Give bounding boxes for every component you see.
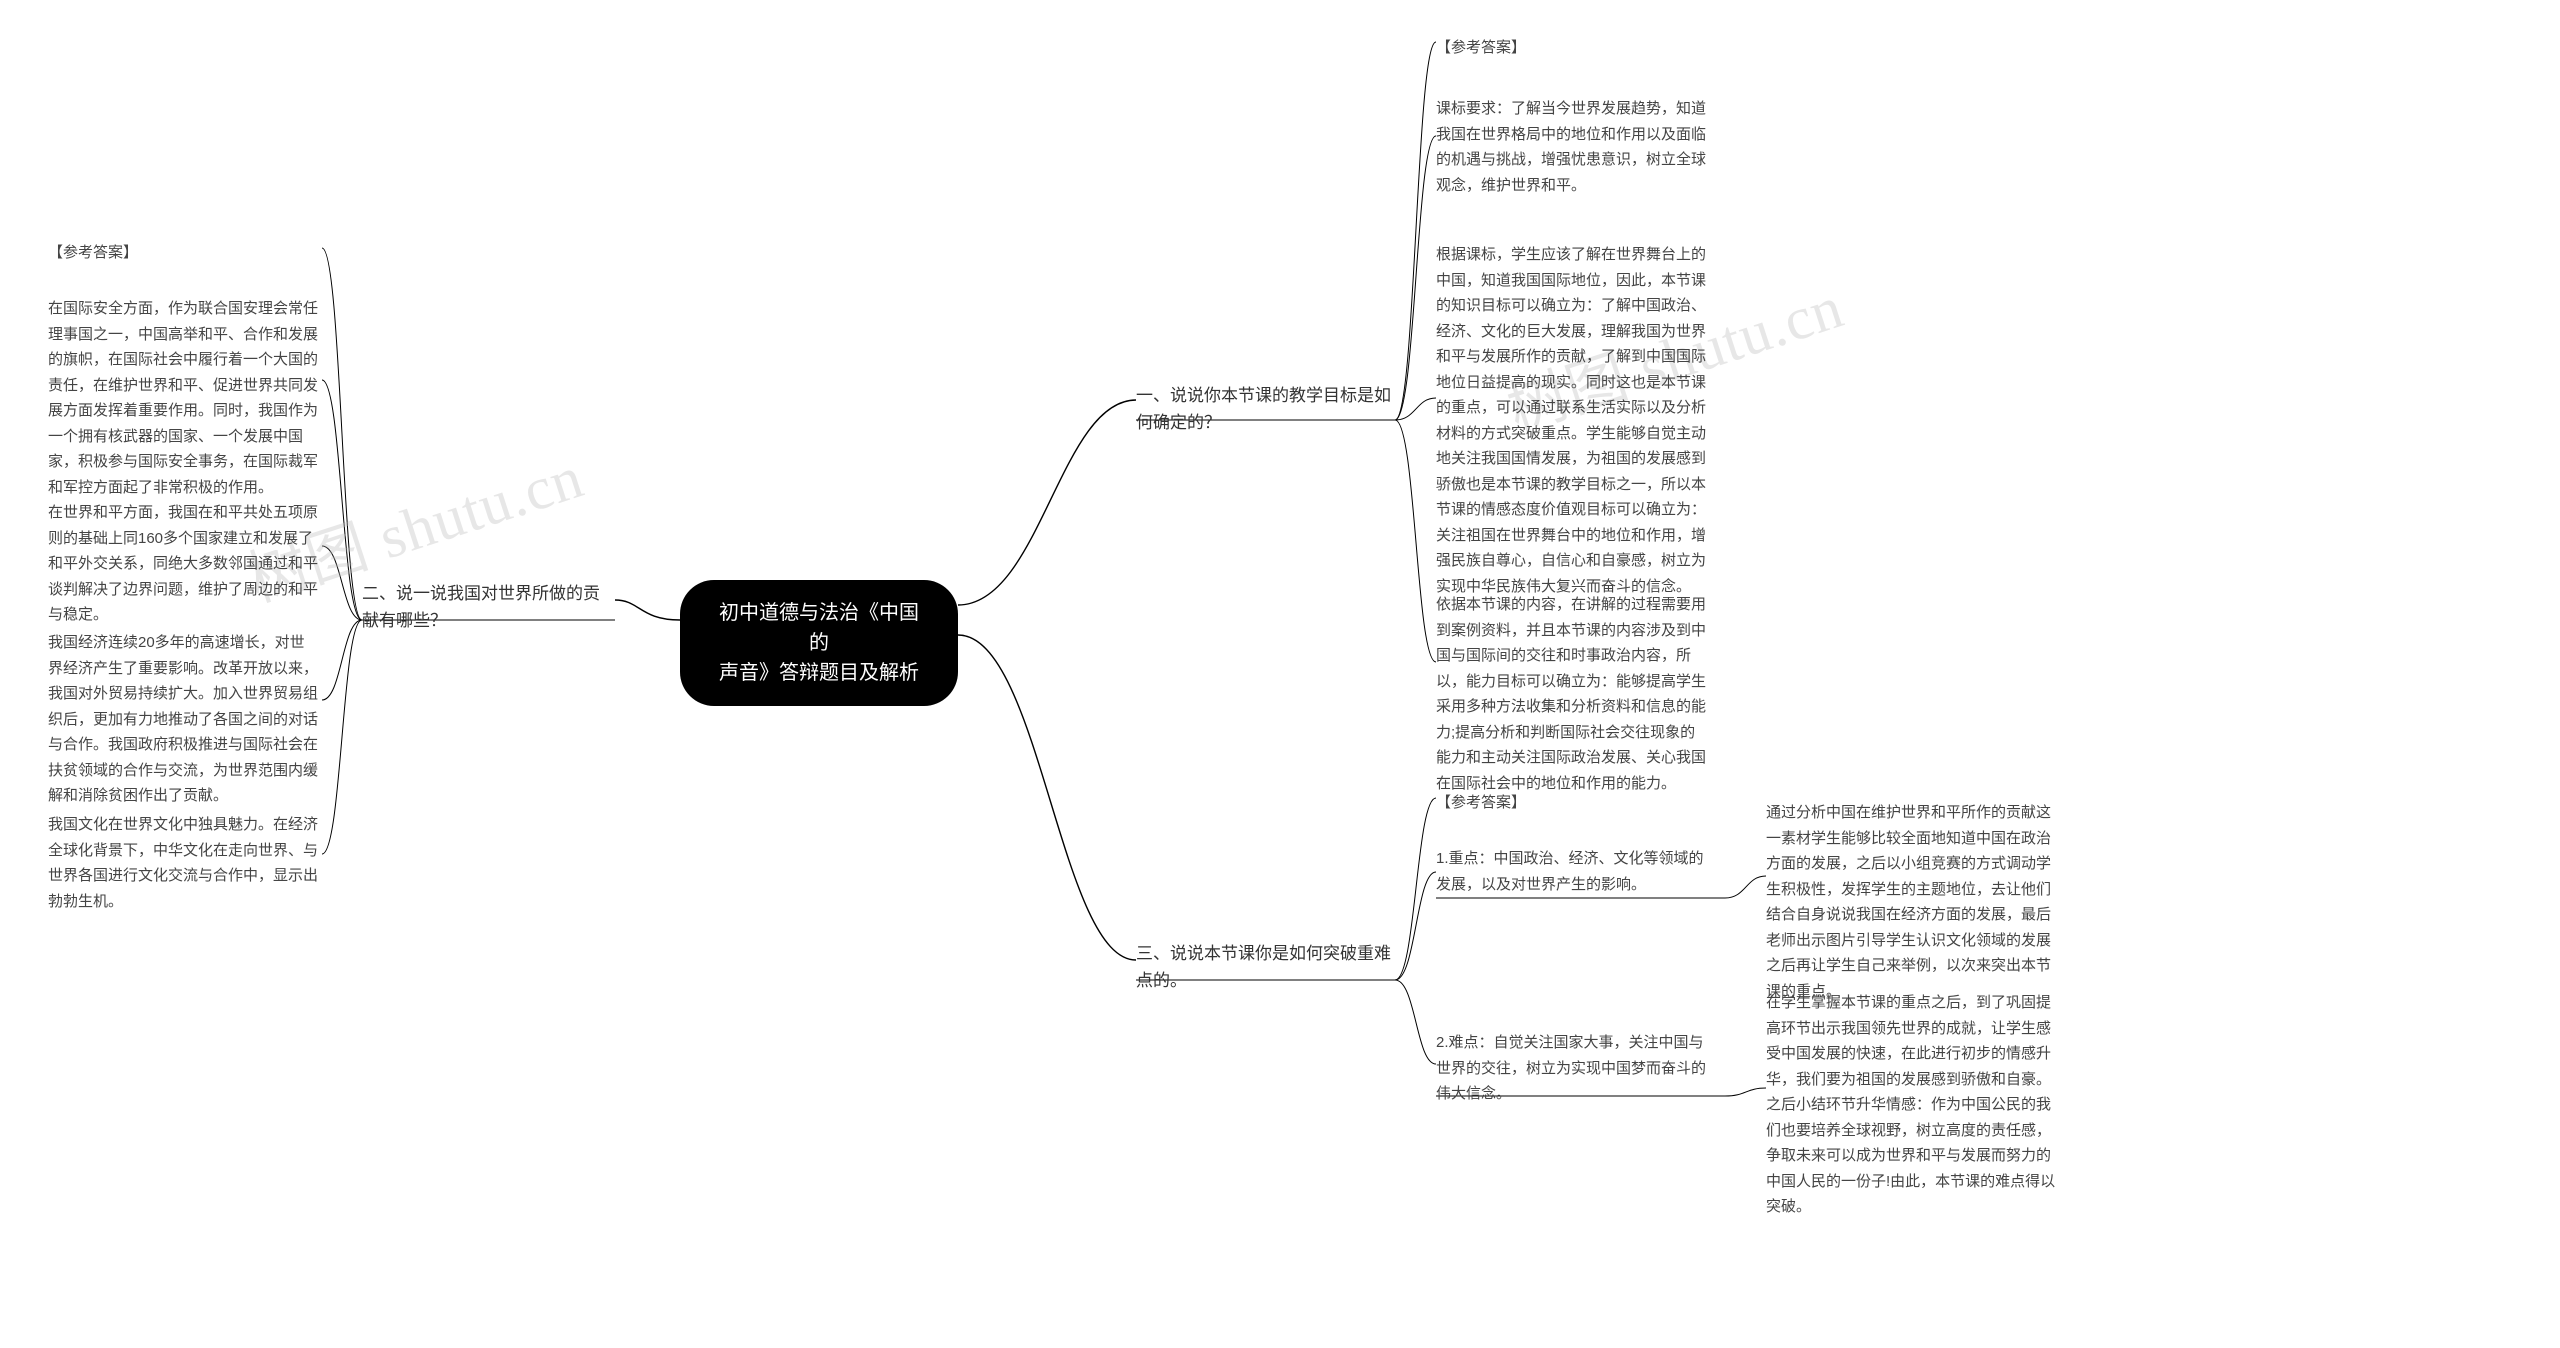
q1-p1: 课标要求：了解当今世界发展趋势，知道我国在世界格局中的地位和作用以及面临的机遇与… <box>1436 96 1706 198</box>
mindmap-root: 初中道德与法治《中国的 声音》答辩题目及解析 <box>680 580 958 706</box>
q1-p3: 依据本节课的内容，在讲解的过程需要用到案例资料，并且本节课的内容涉及到中国与国际… <box>1436 592 1706 796</box>
q3-s1: 1.重点：中国政治、经济、文化等领域的发展，以及对世界产生的影响。 <box>1436 846 1706 897</box>
q3-s2-detail: 在学生掌握本节课的重点之后，到了巩固提高环节出示我国领先世界的成就，让学生感受中… <box>1766 990 2056 1220</box>
q2-p1: 在国际安全方面，作为联合国安理会常任理事国之一，中国高举和平、合作和发展的旗帜，… <box>48 296 318 500</box>
q2-p3: 我国经济连续20多年的高速增长，对世界经济产生了重要影响。改革开放以来，我国对外… <box>48 630 318 809</box>
q3-s2: 2.难点：自觉关注国家大事，关注中国与世界的交往，树立为实现中国梦而奋斗的伟大信… <box>1436 1030 1706 1107</box>
q3-s1-detail: 通过分析中国在维护世界和平所作的贡献这一素材学生能够比较全面地知道中国在政治方面… <box>1766 800 2056 1004</box>
branch-q2: 二、说一说我国对世界所做的贡献有哪些？ <box>362 580 614 634</box>
connector-lines <box>0 0 2560 1348</box>
q2-p2: 在世界和平方面，我国在和平共处五项原则的基础上同160多个国家建立和发展了和平外… <box>48 500 318 628</box>
q3-answer: 【参考答案】 <box>1436 790 1706 816</box>
q1-answer: 【参考答案】 <box>1436 35 1706 61</box>
branch-q1: 一、说说你本节课的教学目标是如何确定的？ <box>1136 382 1394 436</box>
q2-answer: 【参考答案】 <box>48 240 318 266</box>
branch-q3: 三、说说本节课你是如何突破重难点的。 <box>1136 940 1394 994</box>
q1-p2: 根据课标，学生应该了解在世界舞台上的中国，知道我国国际地位，因此，本节课的知识目… <box>1436 242 1706 599</box>
q2-p4: 我国文化在世界文化中独具魅力。在经济全球化背景下，中华文化在走向世界、与世界各国… <box>48 812 318 914</box>
